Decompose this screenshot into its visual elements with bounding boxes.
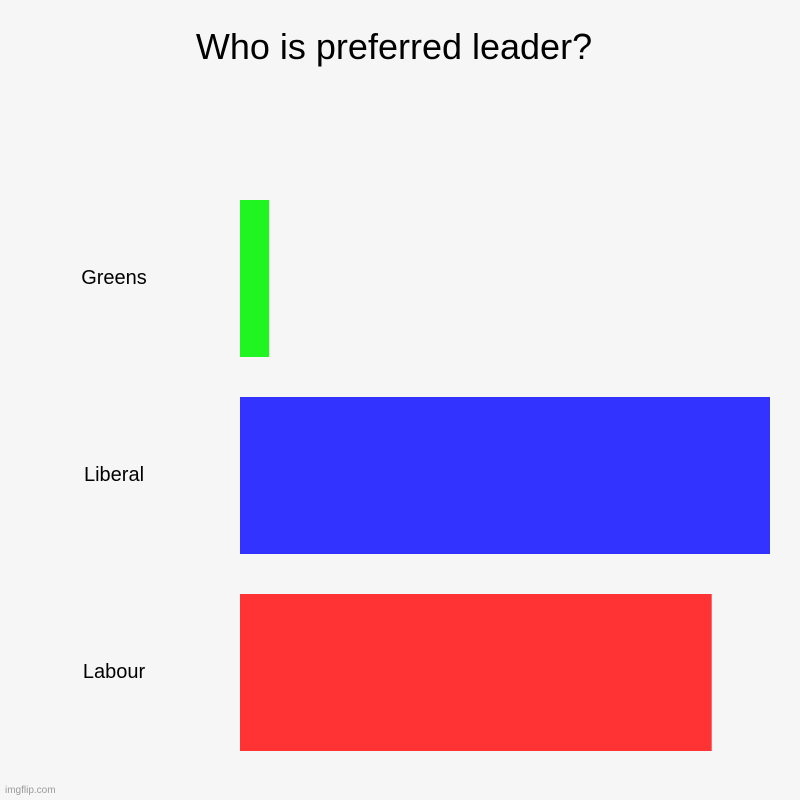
category-label-greens: Greens: [81, 267, 147, 289]
watermark: imgflip.com: [5, 785, 56, 796]
bar-liberal: [240, 397, 770, 554]
bar-greens: [240, 200, 270, 357]
bar-labour: [240, 594, 712, 751]
category-label-liberal: Liberal: [84, 464, 144, 486]
category-label-labour: Labour: [83, 661, 146, 683]
chart-title: Who is preferred leader?: [195, 26, 593, 67]
